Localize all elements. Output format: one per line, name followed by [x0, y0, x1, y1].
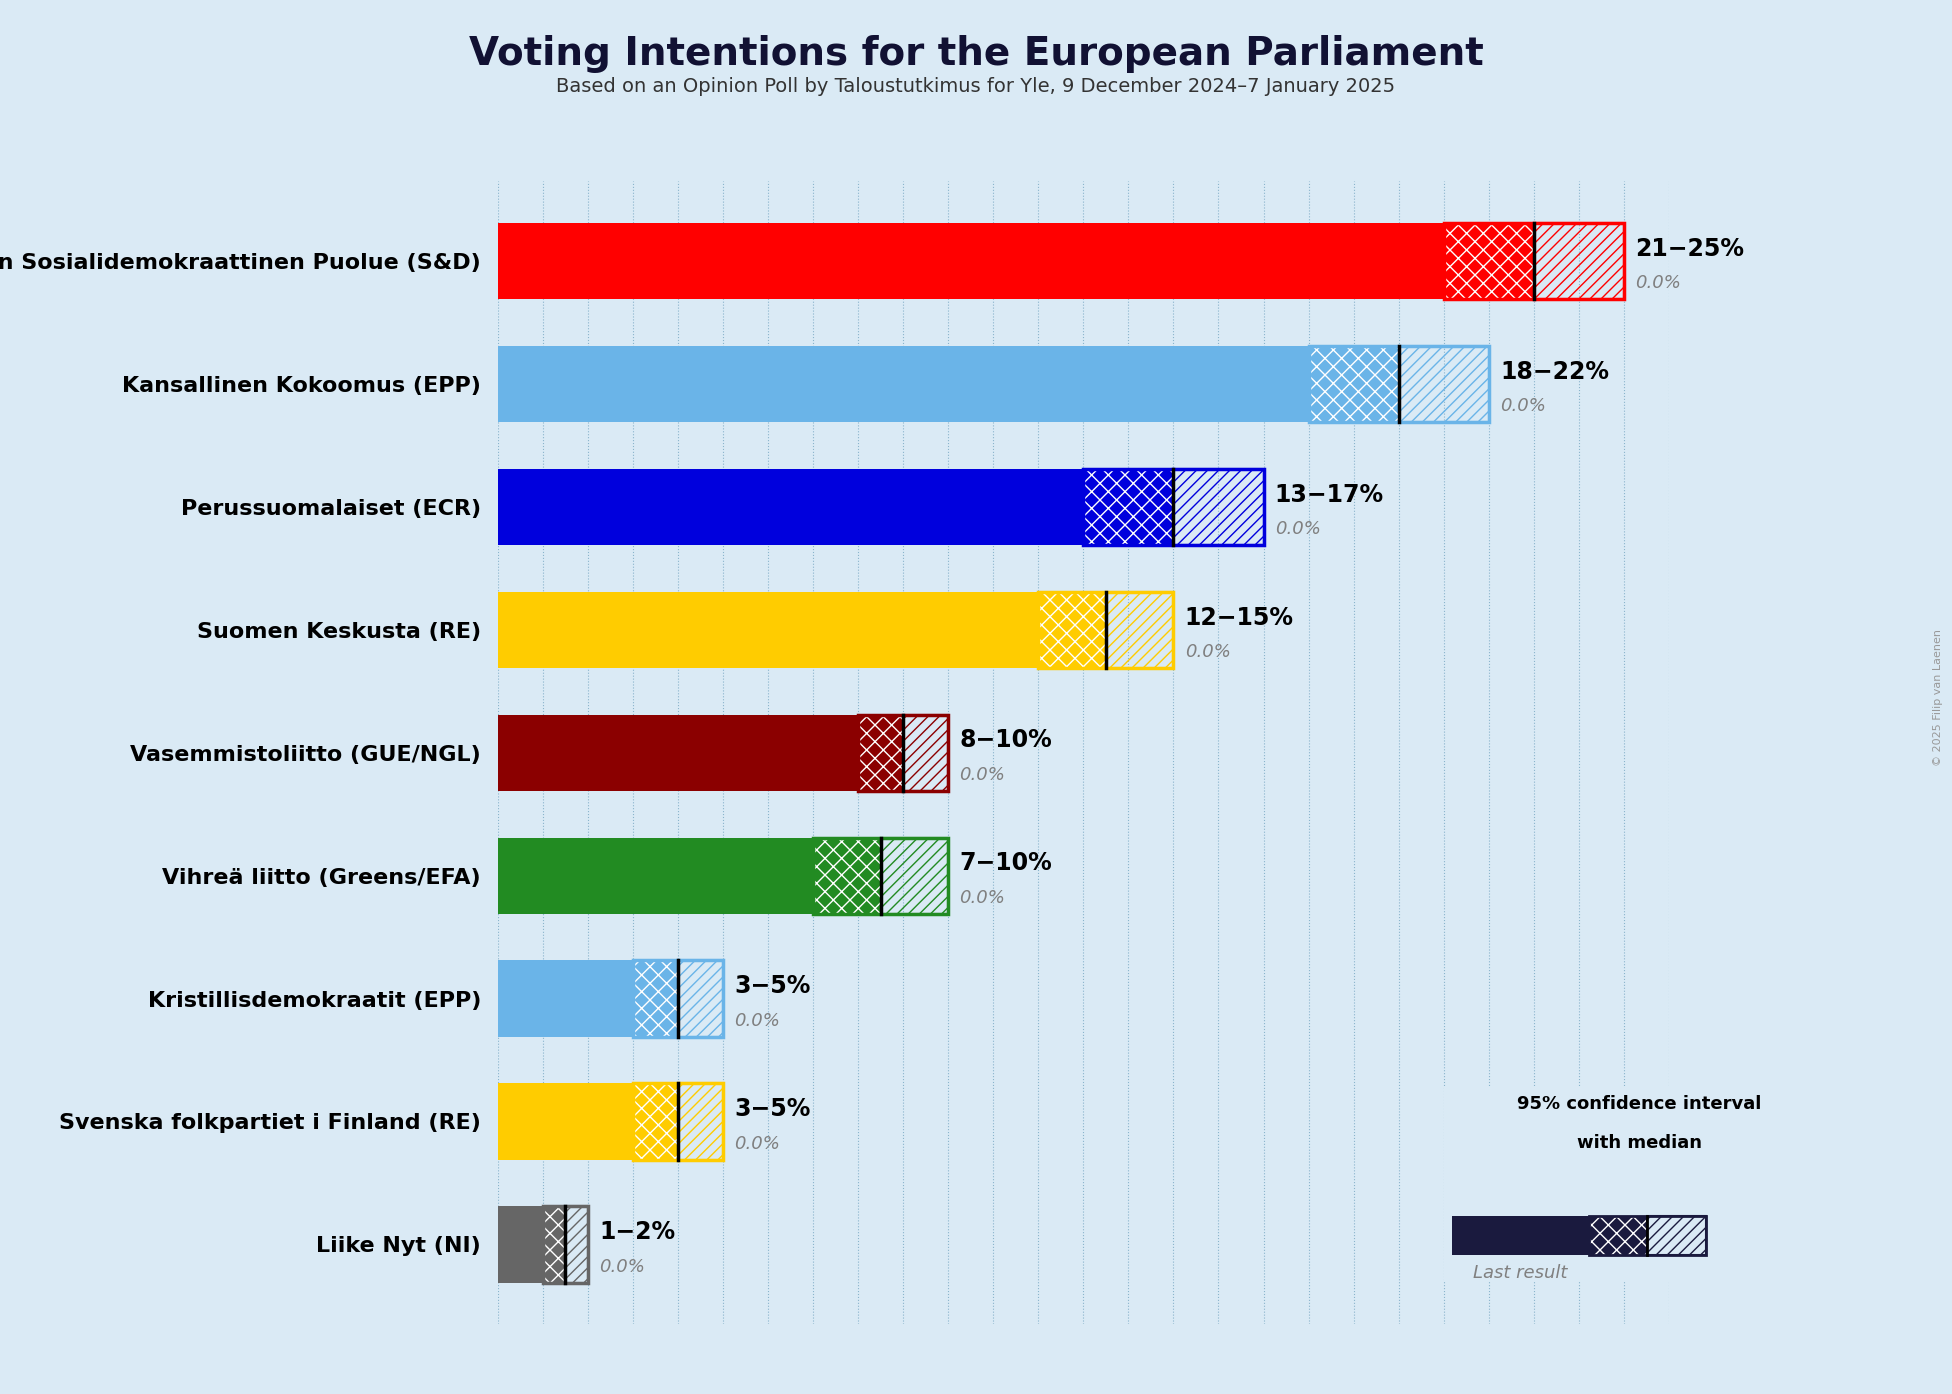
Bar	[1308, 346, 1400, 422]
Text: 0.0%: 0.0%	[1636, 275, 1681, 293]
Bar	[632, 1083, 677, 1160]
Bar	[1038, 591, 1173, 668]
Bar	[498, 223, 1444, 300]
Bar	[498, 346, 1308, 422]
Bar	[677, 1083, 722, 1160]
Text: 1−2%: 1−2%	[599, 1220, 675, 1243]
Bar	[543, 1206, 566, 1282]
Bar	[498, 838, 814, 914]
Bar	[1400, 346, 1489, 422]
Bar	[880, 838, 949, 914]
Text: 21−25%: 21−25%	[1636, 237, 1745, 261]
Bar	[498, 715, 859, 790]
Text: 3−5%: 3−5%	[734, 974, 810, 998]
Text: 3−5%: 3−5%	[734, 1097, 810, 1121]
Bar	[1452, 1216, 1589, 1255]
Bar	[543, 1206, 588, 1282]
Bar	[1534, 223, 1624, 300]
Text: 7−10%: 7−10%	[960, 852, 1052, 875]
Bar	[1173, 468, 1263, 545]
Bar	[1038, 591, 1107, 668]
Text: 0.0%: 0.0%	[734, 1012, 781, 1030]
Text: 8−10%: 8−10%	[960, 729, 1052, 753]
Text: 95% confidence interval: 95% confidence interval	[1517, 1096, 1763, 1114]
Text: 18−22%: 18−22%	[1499, 360, 1608, 383]
Bar	[498, 960, 632, 1037]
Bar	[1647, 1216, 1706, 1255]
Text: 0.0%: 0.0%	[1275, 520, 1322, 538]
Text: Based on an Opinion Poll by Taloustutkimus for Yle, 9 December 2024–7 January 20: Based on an Opinion Poll by Taloustutkim…	[556, 77, 1396, 96]
Bar	[498, 1083, 632, 1160]
Text: 13−17%: 13−17%	[1275, 482, 1384, 506]
Text: 0.0%: 0.0%	[734, 1135, 781, 1153]
Text: Last result: Last result	[1474, 1264, 1567, 1282]
Bar	[498, 1206, 543, 1282]
Bar	[1083, 468, 1263, 545]
Text: 12−15%: 12−15%	[1185, 605, 1294, 630]
Text: 0.0%: 0.0%	[1499, 397, 1546, 415]
Bar	[1589, 1216, 1706, 1255]
Bar	[904, 715, 949, 790]
Bar	[1083, 468, 1173, 545]
Text: 0.0%: 0.0%	[1185, 643, 1230, 661]
Bar	[566, 1206, 588, 1282]
Bar	[859, 715, 949, 790]
Bar	[632, 1083, 722, 1160]
Bar	[814, 838, 949, 914]
Bar	[1589, 1216, 1647, 1255]
Bar	[814, 838, 880, 914]
Bar	[1444, 223, 1624, 300]
Text: with median: with median	[1577, 1135, 1702, 1153]
Bar	[859, 715, 904, 790]
Bar	[677, 960, 722, 1037]
Bar	[632, 960, 677, 1037]
Bar	[498, 468, 1083, 545]
Text: 0.0%: 0.0%	[960, 889, 1005, 906]
Text: 0.0%: 0.0%	[599, 1257, 644, 1276]
Text: © 2025 Filip van Laenen: © 2025 Filip van Laenen	[1932, 629, 1944, 765]
Bar	[498, 591, 1038, 668]
Bar	[632, 960, 722, 1037]
Bar	[1308, 346, 1489, 422]
Bar	[1107, 591, 1173, 668]
Text: Voting Intentions for the European Parliament: Voting Intentions for the European Parli…	[468, 35, 1484, 72]
Bar	[1444, 223, 1534, 300]
Text: 0.0%: 0.0%	[960, 765, 1005, 783]
